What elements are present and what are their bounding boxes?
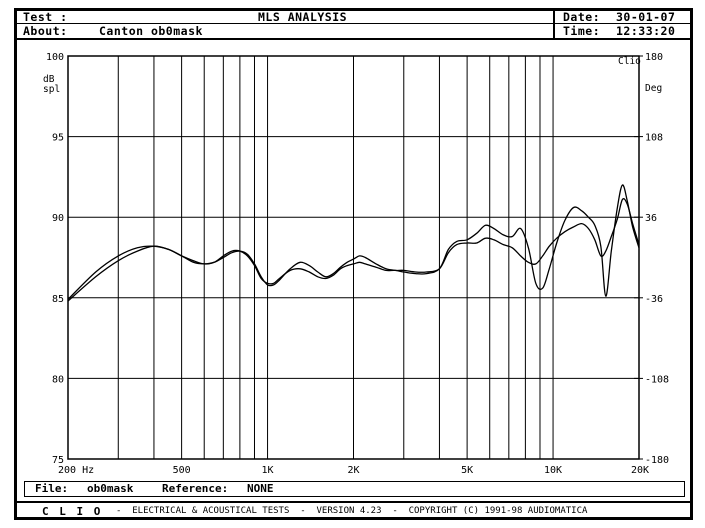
clio-corner-label: Clio bbox=[618, 56, 641, 67]
date-value: 30-01-07 bbox=[616, 10, 676, 24]
file-label: File: bbox=[35, 482, 69, 495]
time-label: Time: bbox=[563, 24, 601, 38]
y-tick-label: 75 bbox=[52, 455, 64, 466]
footer-bar: C L I O - ELECTRICAL & ACOUSTICAL TESTS … bbox=[14, 501, 693, 520]
footer-info: - ELECTRICAL & ACOUSTICAL TESTS - VERSIO… bbox=[116, 506, 588, 516]
y2-tick-label: 180 bbox=[645, 52, 663, 63]
y2-tick-label: -36 bbox=[645, 294, 663, 305]
x-tick-label: 500 bbox=[173, 465, 191, 476]
series-curves bbox=[67, 184, 640, 302]
test-label: Test : bbox=[23, 10, 68, 24]
y-tick-label: 90 bbox=[52, 213, 64, 224]
file-value: ob0mask bbox=[87, 482, 134, 495]
y2-tick-label: 108 bbox=[645, 133, 663, 144]
y2-tick-label: -108 bbox=[645, 374, 669, 385]
axis-labels: dB spl Deg Clio 75 80 85 90 95 100 -180 -108 -36 3… bbox=[43, 52, 669, 476]
y-axis-label: dB spl bbox=[43, 74, 60, 95]
y2-tick-label: 36 bbox=[645, 213, 657, 224]
header-row-divider-right bbox=[555, 23, 693, 24]
about-label: About: bbox=[23, 24, 68, 38]
header-bottom-rule bbox=[14, 38, 693, 40]
header-row-divider bbox=[14, 23, 553, 24]
x-tick-label: 1K bbox=[262, 465, 274, 476]
time-value: 12:33:20 bbox=[616, 24, 676, 38]
x-tick-label: 2K bbox=[347, 465, 359, 476]
file-reference-bar: File: ob0mask Reference: NONE bbox=[24, 481, 685, 497]
series-line-2 bbox=[67, 184, 640, 300]
y-tick-label: 100 bbox=[46, 52, 64, 63]
report-header: Test : MLS ANALYSIS Date: 30-01-07 About… bbox=[14, 8, 693, 40]
y-tick-label: 85 bbox=[52, 294, 64, 305]
y-tick-label: 95 bbox=[52, 133, 64, 144]
report-title: MLS ANALYSIS bbox=[258, 10, 348, 24]
header-divider bbox=[553, 8, 555, 38]
y-tick-label: 80 bbox=[52, 374, 64, 385]
grid-lines bbox=[67, 55, 643, 460]
x-tick-label: 20K bbox=[631, 465, 649, 476]
x-tick-label: 5K bbox=[461, 465, 473, 476]
x-tick-label: 10K bbox=[544, 465, 562, 476]
brand-label: C L I O bbox=[42, 505, 103, 518]
reference-value: NONE bbox=[247, 482, 274, 495]
y2-tick-label: -180 bbox=[645, 455, 669, 466]
about-value: Canton ob0mask bbox=[99, 24, 203, 38]
date-label: Date: bbox=[563, 10, 601, 24]
x-tick-label: 200 Hz bbox=[58, 465, 94, 476]
y2-axis-label: Deg bbox=[645, 83, 662, 94]
reference-label: Reference: bbox=[162, 482, 229, 495]
